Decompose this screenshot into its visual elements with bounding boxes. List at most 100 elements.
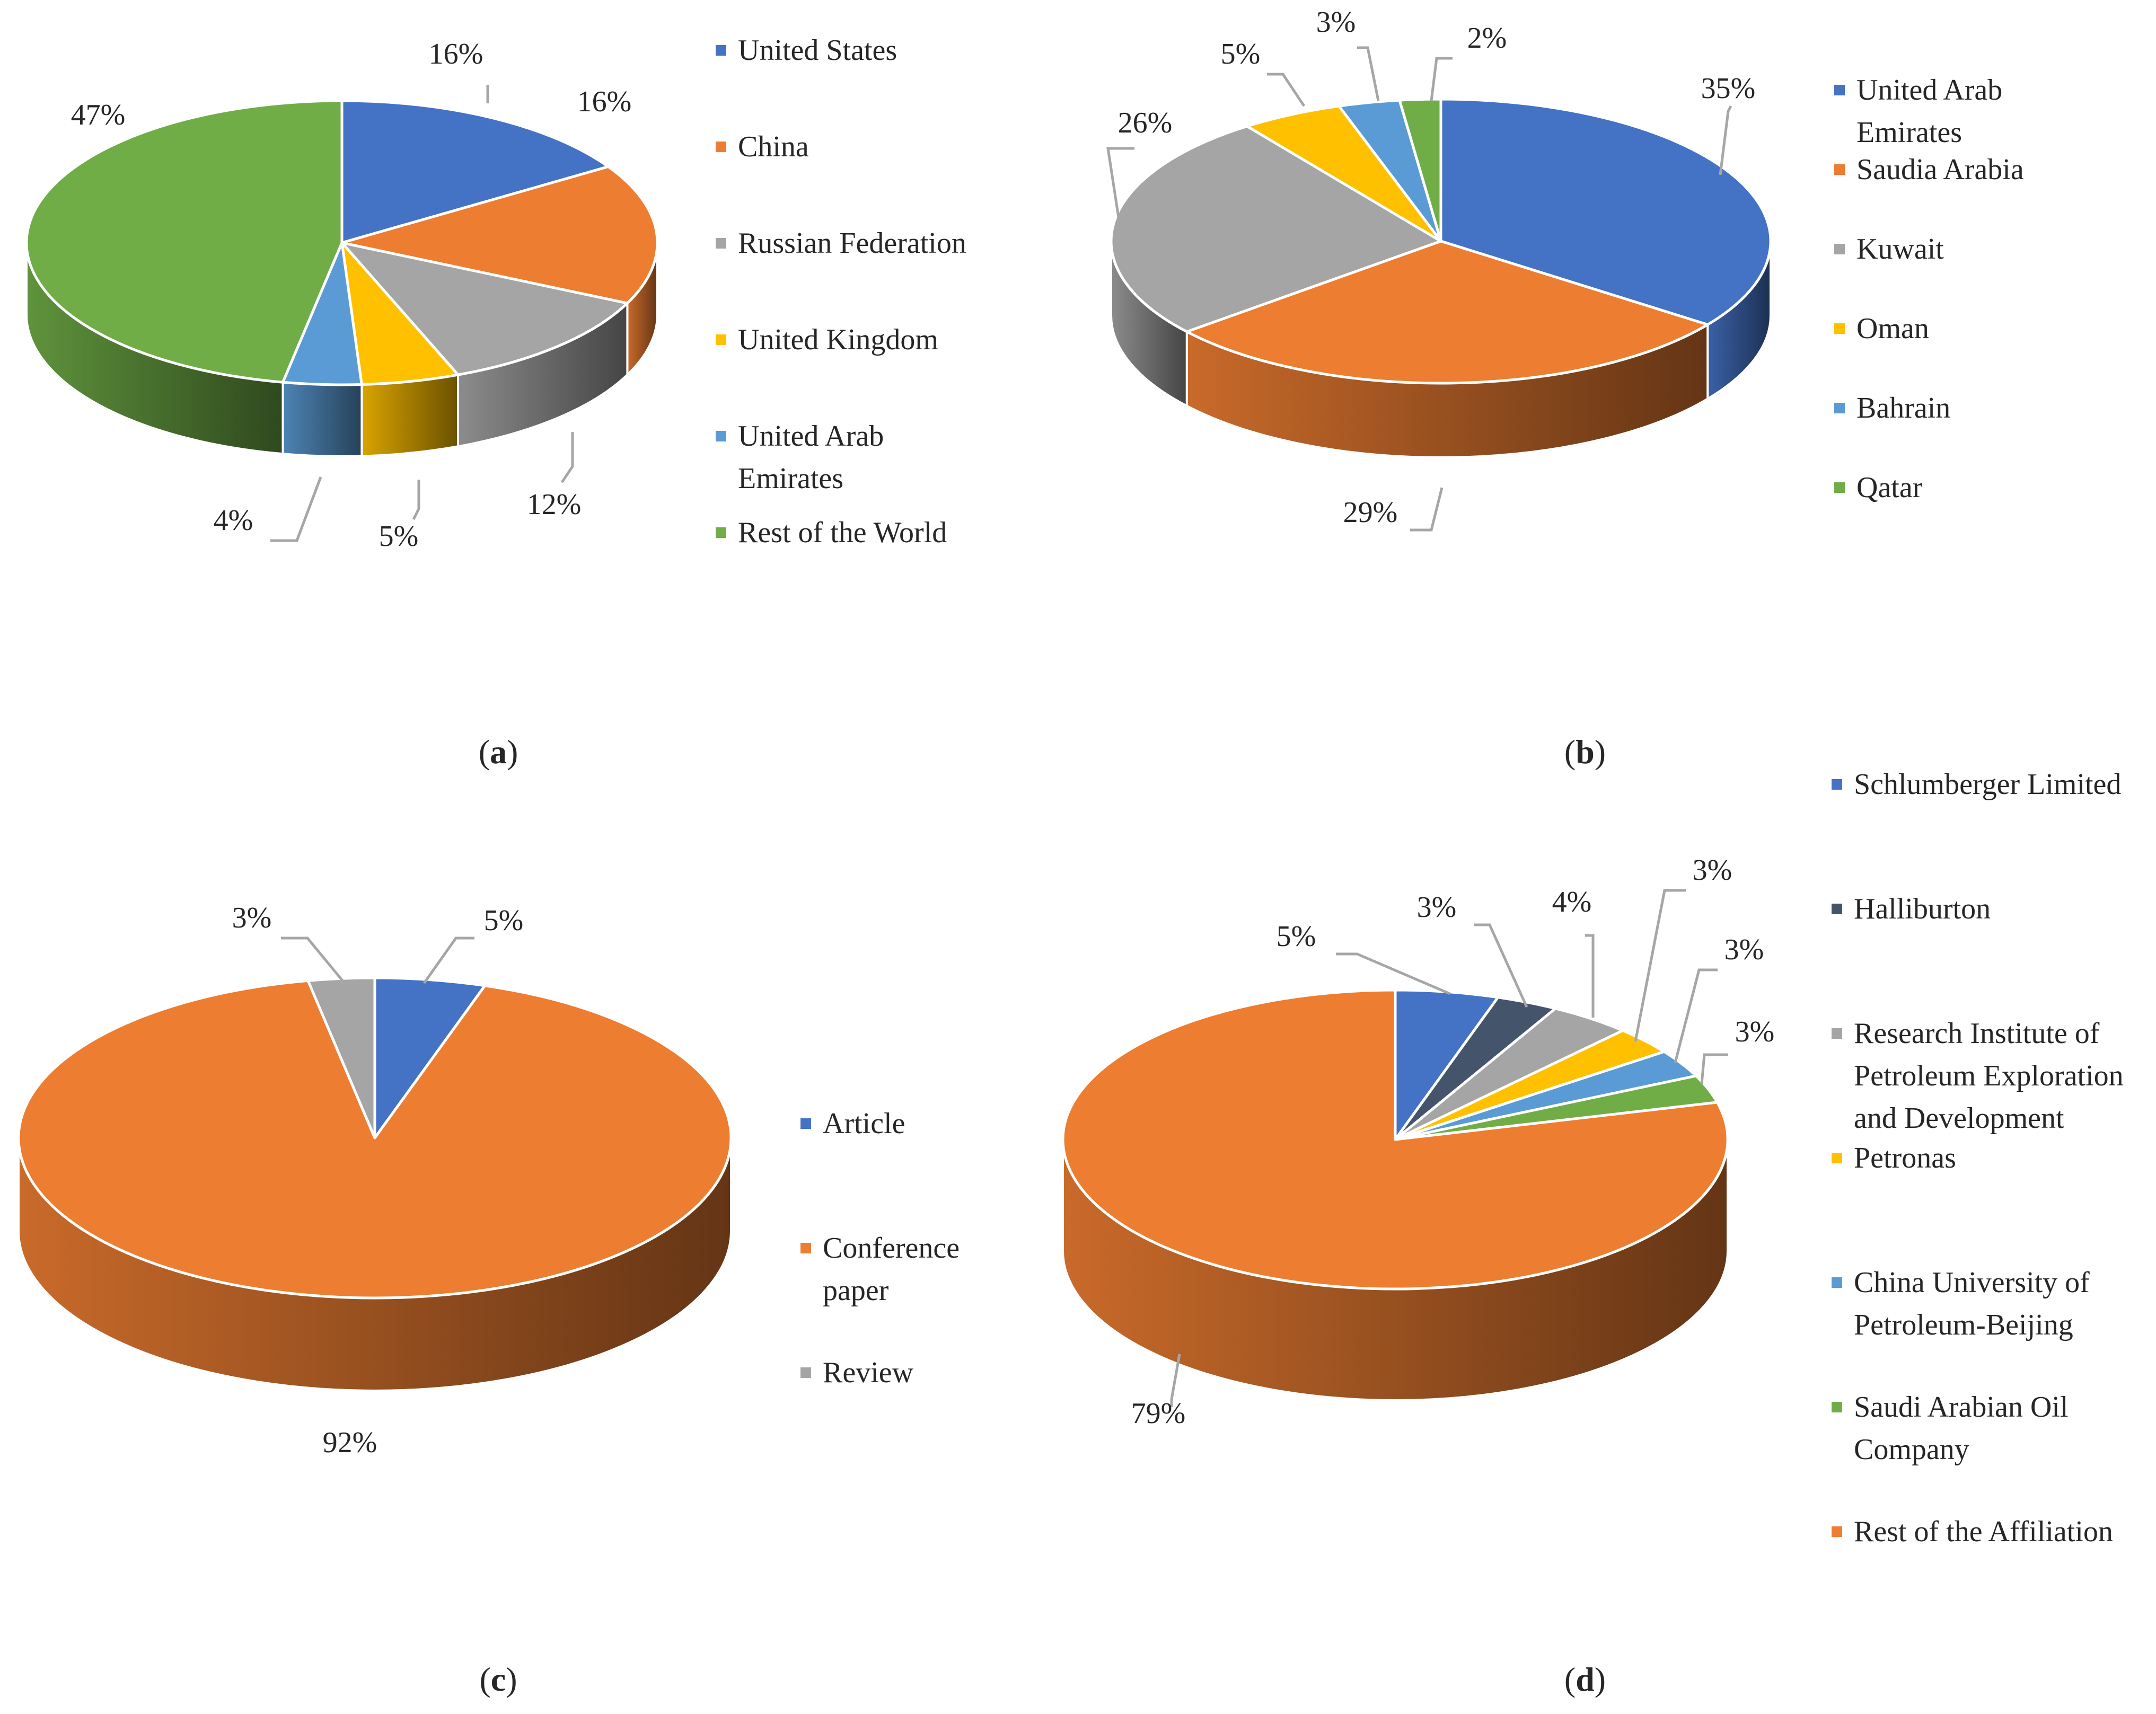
legend-swatch bbox=[1834, 323, 1845, 334]
pie-slice-a-russian-federation: Russian Federation: 12% bbox=[340, 241, 629, 376]
legend-label: Research Institute of bbox=[1854, 1017, 2100, 1050]
legend-label: Rest of the Affiliation bbox=[1854, 1515, 2113, 1548]
legend-label: Conference bbox=[823, 1232, 960, 1265]
legend-swatch bbox=[716, 431, 726, 441]
legend-swatch bbox=[716, 334, 726, 345]
data-label-d-2: 4% bbox=[1552, 886, 1592, 918]
legend-item: Halliburton bbox=[1832, 893, 1991, 925]
leader-line bbox=[1585, 934, 1595, 1018]
legend-label: Kuwait bbox=[1856, 233, 1944, 266]
legend-item: Rest of the World bbox=[716, 516, 947, 549]
legend-swatch bbox=[716, 527, 726, 538]
data-label-b-4: 3% bbox=[1316, 6, 1356, 39]
leader-line bbox=[1410, 487, 1444, 532]
legend-item: Petronas bbox=[1832, 1142, 1956, 1174]
legend-swatch bbox=[1832, 1028, 1842, 1039]
legend-item: United Kingdom bbox=[716, 323, 938, 356]
legend-label: China University of bbox=[1854, 1266, 2090, 1299]
legend-label: Petronas bbox=[1854, 1142, 1956, 1174]
pie-slice-b-qatar: Qatar: 2% bbox=[1398, 98, 1442, 243]
legend-item: Saudi Arabian Oil Company bbox=[1832, 1391, 2068, 1466]
legend-swatch bbox=[1834, 85, 1845, 95]
data-label-a-0: 16% bbox=[429, 38, 483, 70]
data-label-a-2: 12% bbox=[527, 488, 582, 521]
legend-label: Petroleum Exploration bbox=[1854, 1059, 2124, 1092]
leader-line bbox=[1474, 923, 1528, 1008]
legend-item: Research Institute of Petroleum Explorati… bbox=[1832, 1017, 2124, 1135]
legend-item: China University of Petroleum-Beijing bbox=[1832, 1266, 2090, 1341]
pie-slice-a-rest-of-the-world: Rest of the World: 47% bbox=[25, 99, 344, 384]
pie-chart-b: United Arab Emirates: 35%Saudia Arabia: … bbox=[1106, 6, 2024, 771]
legend-label: Review bbox=[823, 1356, 914, 1389]
leader-line bbox=[1719, 105, 1732, 175]
leader-line bbox=[1700, 1053, 1728, 1084]
legend-label: United Arab bbox=[738, 420, 884, 453]
pie-chart-a: United States: 16%China: 16%Russian Fede… bbox=[25, 34, 966, 771]
legend-label: Petroleum-Beijing bbox=[1854, 1309, 2073, 1341]
leader-line bbox=[1634, 889, 1686, 1042]
pie-slice-a-united-kingdom: United Kingdom: 5% bbox=[340, 241, 460, 386]
legend-label: Schlumberger Limited bbox=[1854, 768, 2121, 801]
pie-slice-c-conference-paper: Conference paper: 92% bbox=[17, 979, 733, 1300]
legend-swatch bbox=[1834, 244, 1845, 254]
legend-label: Article bbox=[823, 1107, 905, 1140]
pie-chart-c: Article: 5%Conference paper: 92%Review: … bbox=[17, 902, 960, 1698]
data-label-a-5: 47% bbox=[71, 99, 126, 131]
data-label-a-4: 4% bbox=[214, 504, 253, 537]
leader-line bbox=[1170, 1354, 1181, 1407]
legend-swatch bbox=[1832, 904, 1842, 914]
legend-item: Qatar bbox=[1834, 471, 1923, 504]
pie-top-group: United Arab Emirates: 35%Saudia Arabia: … bbox=[1110, 98, 1772, 385]
legend-b: United Arab Emirates Saudia Arabia Kuwait Om… bbox=[1834, 74, 2024, 504]
legend-item: Kuwait bbox=[1834, 233, 1944, 266]
legend-item: Article bbox=[800, 1107, 905, 1140]
leader-line bbox=[1674, 968, 1718, 1063]
subfigure-label-d: (d) bbox=[1564, 1660, 1606, 1698]
legend-swatch bbox=[800, 1118, 811, 1129]
leader-line bbox=[1336, 952, 1450, 995]
leader-line bbox=[1106, 147, 1134, 218]
legend-item: China bbox=[716, 130, 809, 163]
legend-item: United States bbox=[716, 34, 897, 67]
legend-item: Review bbox=[800, 1356, 914, 1389]
legend-label: Russian Federation bbox=[738, 227, 966, 260]
pie-top-group: Schlumberger Limited: 5%Halliburton: 3%R… bbox=[1061, 988, 1729, 1291]
leader-line bbox=[270, 476, 322, 542]
legend-swatch bbox=[1832, 1277, 1842, 1288]
legend-swatch bbox=[1832, 1526, 1842, 1537]
legend-item: Schlumberger Limited bbox=[1832, 768, 2121, 801]
pie-slice-a-united-states: United States: 16% bbox=[340, 99, 610, 244]
data-label-d-1: 3% bbox=[1417, 891, 1457, 924]
legend-swatch bbox=[800, 1367, 811, 1378]
pie-slice-b-kuwait: Kuwait: 26% bbox=[1110, 125, 1442, 333]
legend-item: Bahrain bbox=[1834, 392, 1950, 425]
legend-swatch bbox=[716, 45, 726, 56]
legend-item: Conference paper bbox=[800, 1232, 960, 1307]
leader-line bbox=[281, 936, 346, 984]
leader-line bbox=[1267, 73, 1306, 107]
data-label-a-3: 5% bbox=[379, 520, 419, 553]
data-label-b-2: 26% bbox=[1118, 107, 1173, 139]
legend-label: Qatar bbox=[1856, 471, 1923, 504]
pie-chart-d: Schlumberger Limited: 5%Halliburton: 3%R… bbox=[1061, 768, 2124, 1698]
data-label-d-6: 79% bbox=[1131, 1397, 1186, 1430]
leader-line bbox=[423, 936, 474, 984]
pie-slice-a-china: China: 16% bbox=[340, 165, 659, 305]
legend-swatch bbox=[1834, 482, 1845, 493]
legend-label: United States bbox=[738, 34, 897, 67]
legend-label: Saudia Arabia bbox=[1856, 153, 2024, 186]
pie-side-a-4 bbox=[281, 381, 363, 457]
data-label-c-0: 5% bbox=[484, 904, 524, 937]
pie-label-group: 5% 92% 3% bbox=[232, 902, 524, 1459]
data-label-d-4: 3% bbox=[1724, 933, 1764, 966]
legend-label: United Arab bbox=[1856, 74, 2002, 107]
pie-label-group: 16% 16% 12% 5% 4% 47% bbox=[71, 38, 632, 553]
legend-label: China bbox=[738, 130, 809, 163]
legend-item: United Arab Emirates bbox=[1834, 74, 2002, 149]
data-label-b-5: 2% bbox=[1467, 22, 1507, 55]
legend-a: United States China Russian Federation Unit… bbox=[716, 34, 966, 549]
legend-swatch bbox=[800, 1243, 811, 1253]
data-label-b-3: 5% bbox=[1221, 38, 1261, 70]
legend-label: Emirates bbox=[1856, 116, 1962, 149]
